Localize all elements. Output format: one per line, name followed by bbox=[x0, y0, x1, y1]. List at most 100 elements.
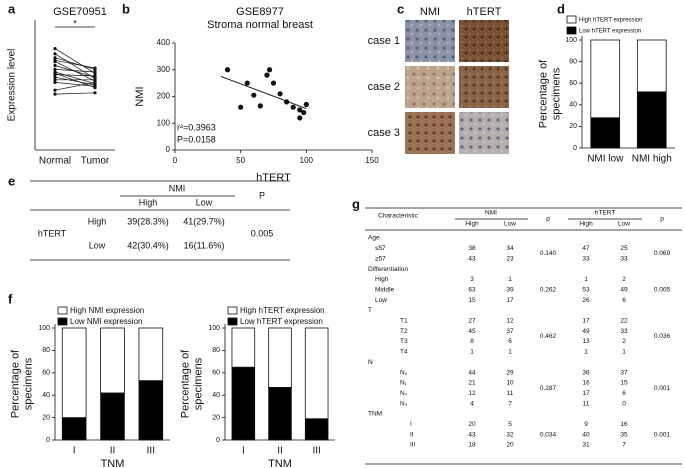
row-label: Low bbox=[89, 240, 106, 250]
y-tick-label: 0 bbox=[166, 145, 171, 154]
point bbox=[53, 67, 57, 71]
group-label: N bbox=[368, 359, 373, 366]
table-cell: 42(30.4%) bbox=[127, 240, 169, 250]
y-tick-label: 60 bbox=[42, 370, 50, 377]
table-cell: 15 bbox=[620, 380, 628, 387]
table-header: High bbox=[465, 221, 479, 228]
bar-segment bbox=[138, 380, 164, 441]
bar-segment bbox=[590, 39, 621, 119]
point bbox=[93, 74, 97, 78]
legend-label: Low hTERT expression bbox=[579, 29, 641, 35]
row-label: N₂ bbox=[400, 390, 408, 397]
table-header: Low bbox=[504, 221, 516, 228]
table-header: p bbox=[660, 216, 664, 223]
table-cell: 43 bbox=[468, 431, 476, 438]
y-axis-label: specimens bbox=[192, 357, 204, 410]
table-cell: 39(28.3%) bbox=[127, 216, 169, 226]
legend-swatch bbox=[227, 317, 238, 326]
x-tick-label: 150 bbox=[365, 156, 379, 165]
y-tick-label: 300 bbox=[157, 65, 171, 74]
table-header: High bbox=[579, 221, 593, 228]
table-cell: 17 bbox=[582, 390, 590, 397]
pair-line bbox=[54, 57, 96, 70]
table-cell: 47 bbox=[582, 245, 590, 252]
table-header: NMI bbox=[169, 183, 186, 193]
x-axis-label: TNM bbox=[101, 458, 125, 468]
table-cell: 1 bbox=[470, 349, 474, 356]
stat-annotation: P=0.0158 bbox=[177, 134, 216, 144]
point bbox=[303, 101, 309, 108]
point bbox=[93, 80, 97, 84]
table-cell: 11 bbox=[507, 390, 514, 397]
x-tick-label: III bbox=[147, 446, 155, 457]
table-cell: 1 bbox=[622, 349, 626, 356]
bar-segment bbox=[100, 327, 125, 394]
table-cell: 13 bbox=[582, 338, 590, 345]
y-tick-label: 40 bbox=[42, 392, 50, 399]
point bbox=[244, 80, 250, 86]
x-tick-label: I bbox=[73, 446, 76, 457]
table-cell: 35 bbox=[620, 431, 628, 438]
point bbox=[297, 115, 303, 121]
table-cell: 39 bbox=[506, 286, 514, 293]
point bbox=[53, 71, 57, 75]
row-label: I bbox=[410, 421, 412, 428]
point bbox=[270, 80, 277, 86]
row-label: N₁ bbox=[400, 380, 408, 387]
table-cell: 37 bbox=[506, 328, 514, 335]
table-cell: 4 bbox=[470, 400, 474, 407]
pair-line bbox=[54, 71, 96, 85]
y-tick-label: 0 bbox=[573, 145, 577, 152]
table-cell: 8 bbox=[470, 338, 474, 345]
bar-segment bbox=[100, 392, 125, 441]
bar-segment bbox=[304, 418, 329, 441]
panel-label: e bbox=[8, 173, 15, 188]
table-cell: 45 bbox=[468, 328, 476, 335]
table-cell: 23 bbox=[506, 255, 514, 262]
table-cell: 49 bbox=[582, 328, 590, 335]
bar-segment bbox=[636, 91, 667, 149]
table-header: p bbox=[546, 216, 550, 223]
pair-line bbox=[54, 69, 96, 73]
y-tick-label: 200 bbox=[157, 92, 171, 101]
table-header: Low bbox=[618, 221, 630, 228]
bar-segment bbox=[268, 327, 292, 388]
point bbox=[53, 92, 57, 96]
point bbox=[224, 67, 231, 73]
table-cell: 15 bbox=[468, 297, 476, 304]
row-label: N₀ bbox=[400, 369, 408, 376]
pair-line bbox=[54, 65, 96, 78]
point bbox=[53, 80, 57, 84]
panel-label: c bbox=[397, 1, 404, 16]
table-cell: 6 bbox=[622, 390, 626, 397]
y-axis-label: NMI bbox=[134, 86, 146, 106]
x-tick-label: II bbox=[110, 446, 116, 457]
group-label: Differentiation bbox=[368, 266, 408, 273]
pair-line bbox=[54, 82, 96, 87]
table-cell: 0.005 bbox=[654, 286, 671, 293]
point bbox=[53, 47, 57, 51]
table-cell: 0.287 bbox=[540, 385, 557, 392]
table-cell: 18 bbox=[468, 442, 476, 449]
table-cell: 27 bbox=[468, 318, 476, 325]
y-tick-label: 100 bbox=[208, 325, 220, 332]
table-cell: 7 bbox=[622, 442, 626, 449]
table-cell: 20 bbox=[468, 421, 476, 428]
point bbox=[53, 88, 57, 92]
y-axis-label: Percentage of bbox=[9, 349, 21, 418]
table-cell: 16 bbox=[582, 380, 590, 387]
bar-segment bbox=[268, 386, 292, 441]
legend-swatch bbox=[57, 317, 68, 326]
bar-segment bbox=[231, 327, 256, 368]
row-label: T3 bbox=[400, 338, 408, 345]
table-cell: 33 bbox=[620, 255, 628, 262]
point bbox=[251, 92, 257, 98]
table-cell: 0.262 bbox=[540, 286, 557, 293]
table-cell: 0.036 bbox=[654, 333, 671, 340]
stat-annotation: r²=0.3963 bbox=[177, 122, 216, 132]
table-cell: 17 bbox=[506, 297, 514, 304]
table-cell: 33 bbox=[582, 255, 590, 262]
y-tick-label: 40 bbox=[212, 392, 220, 399]
chart-title: GSE70951 bbox=[53, 6, 107, 18]
x-tick-label: II bbox=[277, 446, 283, 457]
